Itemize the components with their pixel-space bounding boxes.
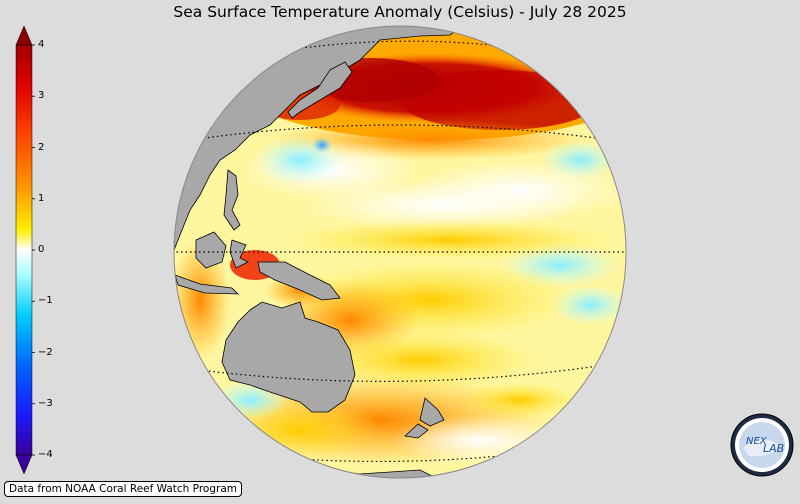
logo-text-lab: LAB bbox=[763, 442, 784, 455]
globe-outline bbox=[173, 25, 627, 479]
data-credit: Data from NOAA Coral Reef Watch Program bbox=[4, 481, 242, 497]
map-title: Sea Surface Temperature Anomaly (Celsius… bbox=[173, 3, 627, 21]
logo-text-nex: NEX bbox=[746, 436, 768, 447]
colorbar-tick-label: 4 bbox=[38, 39, 45, 50]
colorbar-tick-label: −4 bbox=[38, 449, 53, 460]
colorbar-tick-label: −2 bbox=[38, 346, 53, 358]
colorbar-tick-label: 0 bbox=[38, 244, 45, 255]
colorbar: 4 3 2 1 0 −1 −2 −3 −4 bbox=[0, 0, 60, 500]
colorbar-tick-label: 2 bbox=[38, 141, 45, 153]
colorbar-tick-label: −3 bbox=[38, 397, 53, 409]
nexlab-logo-icon: NEX LAB bbox=[730, 413, 794, 477]
colorbar-tick-label: −1 bbox=[38, 295, 53, 307]
colorbar-tick-label: 1 bbox=[38, 192, 45, 204]
colorbar-min-arrow bbox=[15, 454, 33, 475]
colorbar-svg bbox=[15, 25, 35, 475]
colorbar-tick-label: 3 bbox=[38, 90, 45, 102]
